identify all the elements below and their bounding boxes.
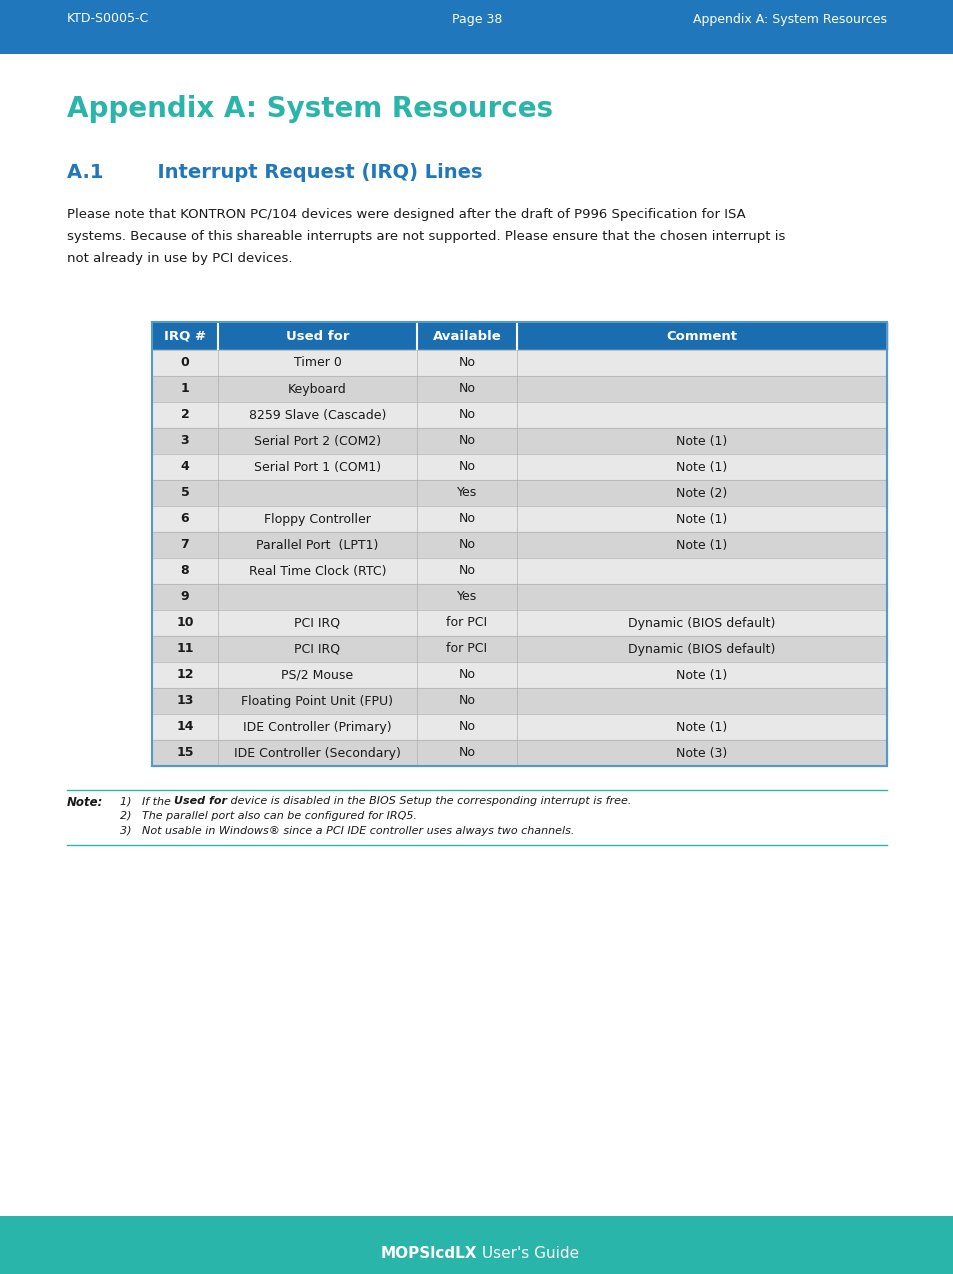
- Text: PCI IRQ: PCI IRQ: [294, 617, 340, 629]
- Text: 0: 0: [180, 357, 190, 369]
- Text: Comment: Comment: [666, 330, 737, 343]
- Text: Serial Port 2 (COM2): Serial Port 2 (COM2): [253, 434, 380, 447]
- Text: Real Time Clock (RTC): Real Time Clock (RTC): [249, 564, 386, 577]
- Text: Note (1): Note (1): [676, 539, 727, 552]
- Text: Parallel Port  (LPT1): Parallel Port (LPT1): [256, 539, 378, 552]
- Bar: [152, 533, 886, 558]
- Text: Page 38: Page 38: [452, 13, 501, 25]
- FancyBboxPatch shape: [0, 1215, 953, 1274]
- Text: No: No: [458, 694, 475, 707]
- Text: No: No: [458, 669, 475, 682]
- Text: Dynamic (BIOS default): Dynamic (BIOS default): [628, 642, 775, 656]
- Text: Available: Available: [432, 330, 501, 343]
- Text: Note (3): Note (3): [676, 747, 727, 759]
- Bar: [152, 428, 886, 454]
- Bar: [152, 322, 886, 766]
- Text: Appendix A: System Resources: Appendix A: System Resources: [67, 96, 553, 124]
- Text: Yes: Yes: [456, 487, 476, 499]
- Bar: [152, 322, 886, 350]
- Text: Note (1): Note (1): [676, 669, 727, 682]
- Text: Serial Port 1 (COM1): Serial Port 1 (COM1): [253, 460, 380, 474]
- Bar: [152, 506, 886, 533]
- Bar: [0, 0, 953, 38]
- Text: Appendix A: System Resources: Appendix A: System Resources: [692, 13, 886, 25]
- Bar: [152, 558, 886, 583]
- Text: Note (1): Note (1): [676, 460, 727, 474]
- Text: device is disabled in the BIOS Setup the corresponding interrupt is free.: device is disabled in the BIOS Setup the…: [227, 796, 631, 806]
- Text: IDE Controller (Secondary): IDE Controller (Secondary): [233, 747, 400, 759]
- Text: Yes: Yes: [456, 591, 476, 604]
- Text: No: No: [458, 539, 475, 552]
- Text: Note (2): Note (2): [676, 487, 727, 499]
- Text: IDE Controller (Primary): IDE Controller (Primary): [243, 721, 392, 734]
- Bar: [0, 1232, 953, 1274]
- Text: Keyboard: Keyboard: [288, 382, 347, 395]
- Bar: [152, 688, 886, 713]
- Bar: [152, 713, 886, 740]
- FancyBboxPatch shape: [0, 0, 953, 54]
- Text: Floppy Controller: Floppy Controller: [264, 512, 371, 525]
- Bar: [152, 636, 886, 662]
- Text: not already in use by PCI devices.: not already in use by PCI devices.: [67, 252, 293, 265]
- Text: Dynamic (BIOS default): Dynamic (BIOS default): [628, 617, 775, 629]
- Text: 15: 15: [176, 747, 193, 759]
- Bar: [152, 610, 886, 636]
- Text: 4: 4: [180, 460, 190, 474]
- Text: Note (1): Note (1): [676, 512, 727, 525]
- Text: 2)   The parallel port also can be configured for IRQ5.: 2) The parallel port also can be configu…: [120, 812, 416, 820]
- Bar: [152, 454, 886, 480]
- Text: No: No: [458, 382, 475, 395]
- Text: Timer 0: Timer 0: [294, 357, 341, 369]
- Text: 7: 7: [180, 539, 190, 552]
- Text: 13: 13: [176, 694, 193, 707]
- Text: 1)   If the: 1) If the: [120, 796, 174, 806]
- Text: No: No: [458, 721, 475, 734]
- Bar: [152, 350, 886, 376]
- Text: No: No: [458, 409, 475, 422]
- Text: No: No: [458, 747, 475, 759]
- Text: IRQ #: IRQ #: [164, 330, 206, 343]
- Text: Note (1): Note (1): [676, 721, 727, 734]
- Text: Used for: Used for: [286, 330, 349, 343]
- Text: No: No: [458, 434, 475, 447]
- Bar: [152, 376, 886, 403]
- Text: 14: 14: [176, 721, 193, 734]
- Bar: [152, 662, 886, 688]
- Text: 10: 10: [176, 617, 193, 629]
- Text: for PCI: for PCI: [446, 642, 487, 656]
- Bar: [152, 583, 886, 610]
- Text: No: No: [458, 564, 475, 577]
- Text: MOPSlcdLX: MOPSlcdLX: [380, 1246, 476, 1260]
- Text: No: No: [458, 357, 475, 369]
- Text: 1: 1: [180, 382, 190, 395]
- Text: 2: 2: [180, 409, 190, 422]
- Text: 3: 3: [180, 434, 189, 447]
- Text: 8259 Slave (Cascade): 8259 Slave (Cascade): [249, 409, 386, 422]
- Text: No: No: [458, 512, 475, 525]
- Text: A.1        Interrupt Request (IRQ) Lines: A.1 Interrupt Request (IRQ) Lines: [67, 163, 482, 182]
- Text: Please note that KONTRON PC/104 devices were designed after the draft of P996 Sp: Please note that KONTRON PC/104 devices …: [67, 208, 745, 220]
- Text: No: No: [458, 460, 475, 474]
- Text: PCI IRQ: PCI IRQ: [294, 642, 340, 656]
- Text: for PCI: for PCI: [446, 617, 487, 629]
- Text: 9: 9: [180, 591, 189, 604]
- Bar: [152, 480, 886, 506]
- Text: PS/2 Mouse: PS/2 Mouse: [281, 669, 354, 682]
- Text: 6: 6: [180, 512, 189, 525]
- Text: 3)   Not usable in Windows® since a PCI IDE controller uses always two channels.: 3) Not usable in Windows® since a PCI ID…: [120, 826, 574, 836]
- Text: 11: 11: [176, 642, 193, 656]
- Text: Used for: Used for: [174, 796, 227, 806]
- Bar: [152, 403, 886, 428]
- Text: systems. Because of this shareable interrupts are not supported. Please ensure t: systems. Because of this shareable inter…: [67, 231, 784, 243]
- Text: Floating Point Unit (FPU): Floating Point Unit (FPU): [241, 694, 393, 707]
- Text: 12: 12: [176, 669, 193, 682]
- Text: Note (1): Note (1): [676, 434, 727, 447]
- Text: 8: 8: [180, 564, 189, 577]
- Text: User's Guide: User's Guide: [476, 1246, 578, 1260]
- Text: 5: 5: [180, 487, 190, 499]
- Text: KTD-S0005-C: KTD-S0005-C: [67, 13, 149, 25]
- Text: Note:: Note:: [67, 796, 103, 809]
- Bar: [152, 740, 886, 766]
